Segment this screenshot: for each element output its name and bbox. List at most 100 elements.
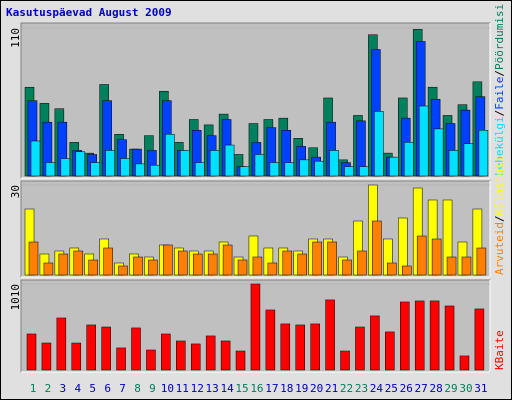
bar [297, 253, 307, 276]
bar [269, 162, 280, 177]
bar [295, 324, 305, 371]
bar [446, 256, 457, 276]
bar [43, 262, 54, 276]
bar [180, 150, 190, 177]
bar [148, 259, 158, 276]
bar [178, 250, 188, 276]
x-tick-label: 26 [400, 382, 413, 395]
x-tick-label: 4 [74, 382, 81, 395]
bar [235, 350, 246, 371]
bar [75, 151, 86, 177]
bar [329, 150, 339, 177]
bar [120, 158, 130, 177]
x-tick-label: 20 [310, 382, 323, 395]
bar [220, 340, 231, 371]
bar [299, 159, 309, 177]
bar [474, 308, 485, 371]
x-tick-label: 15 [235, 382, 248, 395]
bar [237, 259, 248, 276]
bar [105, 150, 115, 177]
bar [387, 262, 397, 276]
bar [433, 128, 444, 177]
legend: KBaite [493, 330, 506, 370]
bar [133, 256, 143, 276]
bar [250, 283, 261, 371]
bar [60, 158, 71, 177]
bar [45, 162, 56, 177]
bar [478, 130, 489, 177]
legend: Arvuteid/Külastusi [493, 156, 506, 275]
x-tick-label: 6 [104, 382, 111, 395]
bar [146, 349, 156, 371]
x-tick-label: 16 [250, 382, 263, 395]
bar [239, 166, 250, 177]
bar [176, 340, 186, 371]
bar [327, 241, 337, 276]
x-tick-label: 28 [429, 382, 442, 395]
x-tick-label: 25 [385, 382, 398, 395]
x-tick-label: 13 [206, 382, 219, 395]
x-tick-label: 7 [119, 382, 126, 395]
bar [41, 342, 52, 371]
legend-separator: / [493, 70, 506, 77]
bar [73, 250, 84, 276]
bar [116, 347, 126, 371]
bar [372, 220, 382, 276]
bar [192, 253, 203, 276]
x-tick-label: 14 [220, 382, 234, 395]
bar [71, 342, 82, 371]
x-tick-label: 29 [444, 382, 457, 395]
x-tick-label: 9 [149, 382, 156, 395]
bar [194, 162, 205, 177]
bar [86, 324, 96, 371]
x-tick-label: 17 [265, 382, 278, 395]
legend-entry: Külastusi [493, 156, 506, 216]
bar [190, 343, 201, 371]
legend-entry: Lehekülgi [493, 116, 506, 176]
bar [314, 160, 324, 177]
x-tick-label: 19 [295, 382, 308, 395]
bar [342, 259, 352, 276]
bar [385, 331, 395, 371]
bar [58, 253, 69, 276]
x-tick-label: 2 [45, 382, 52, 395]
bar [280, 323, 291, 371]
bar [254, 154, 265, 177]
bar [444, 305, 455, 371]
bar [205, 335, 216, 371]
x-tick-label: 8 [134, 382, 141, 395]
bar [310, 323, 320, 371]
bar [389, 156, 399, 177]
bar [284, 162, 295, 177]
x-tick-label: 3 [60, 382, 67, 395]
bar [448, 150, 459, 177]
bar [26, 333, 37, 371]
x-tick-label: 11 [176, 382, 189, 395]
bar [416, 235, 427, 276]
bar [222, 244, 233, 276]
bar [355, 326, 365, 371]
bar [131, 327, 141, 371]
legend-separator: / [493, 215, 506, 222]
x-tick-label: 21 [325, 382, 338, 395]
y-tick-label: 1010 [9, 284, 22, 311]
bar [135, 163, 145, 177]
bar [252, 256, 263, 276]
x-tick-label: 10 [161, 382, 174, 395]
x-tick-label: 27 [415, 382, 428, 395]
bar [265, 309, 276, 371]
x-tick-label: 22 [340, 382, 353, 395]
y-tick-label: 110 [9, 28, 22, 48]
legend: Lehekülgi/Faile/Pöördumisi [493, 4, 506, 176]
bar [374, 111, 384, 177]
y-tick-label: 30 [9, 185, 22, 198]
x-tick-label: 12 [191, 382, 204, 395]
bar [404, 142, 414, 177]
x-tick-label: 31 [474, 382, 487, 395]
bar [418, 105, 429, 177]
bar [165, 134, 175, 177]
legend-entry: KBaite [493, 330, 506, 370]
bar [357, 250, 367, 276]
